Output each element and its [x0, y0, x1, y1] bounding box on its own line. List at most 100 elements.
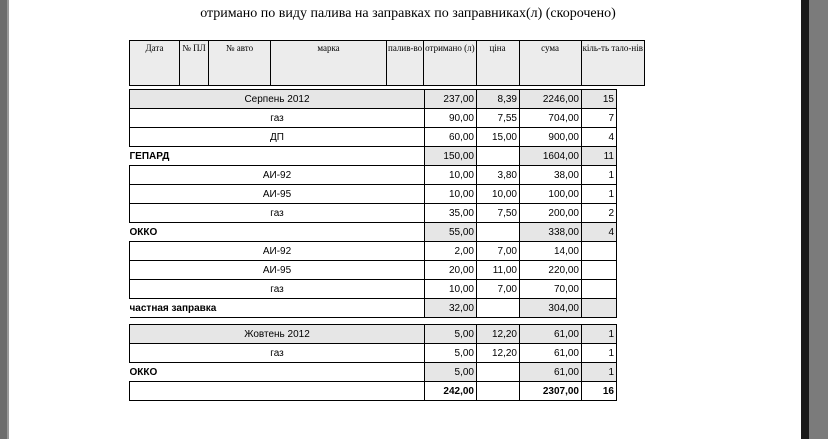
- qty-cell: 10,00: [424, 165, 477, 185]
- qty-cell: 55,00: [424, 222, 477, 242]
- price-cell: [476, 146, 520, 166]
- total-label-cell: [129, 381, 425, 401]
- group-october-table: Жовтень 2012 5,00 12,20 61,00 1 газ 5,00…: [129, 324, 617, 401]
- count-cell: 15: [581, 89, 617, 109]
- price-cell: 8,39: [476, 89, 520, 109]
- table-row: газ 90,00 7,55 704,00 7: [129, 108, 617, 128]
- table-row: Жовтень 2012 5,00 12,20 61,00 1: [129, 324, 617, 344]
- count-cell: 4: [581, 222, 617, 242]
- header-coupon-count: кіль-ть тало-нів: [580, 40, 646, 86]
- price-cell: 12,20: [476, 324, 520, 344]
- header-received: отримано (л): [423, 40, 477, 86]
- count-cell: 1: [581, 343, 617, 363]
- sum-cell: 100,00: [519, 184, 582, 204]
- price-cell: 11,00: [476, 260, 520, 280]
- table-row: АИ-92 2,00 7,00 14,00: [129, 241, 617, 261]
- count-cell: 4: [581, 127, 617, 147]
- station-label: ОККО: [129, 362, 425, 382]
- count-cell: [581, 241, 617, 261]
- count-cell: [581, 260, 617, 280]
- sum-cell: 61,00: [519, 343, 582, 363]
- group-august-table: Серпень 2012 237,00 8,39 2246,00 15 газ …: [129, 89, 617, 318]
- price-cell: 7,00: [476, 241, 520, 261]
- window-frame-left-inner: [7, 0, 9, 439]
- price-cell: 7,55: [476, 108, 520, 128]
- qty-cell: 237,00: [424, 89, 477, 109]
- window-frame-right: [801, 0, 809, 439]
- sum-cell: 14,00: [519, 241, 582, 261]
- price-cell: 7,00: [476, 279, 520, 299]
- qty-cell: 150,00: [424, 146, 477, 166]
- qty-cell: 5,00: [424, 343, 477, 363]
- total-price: [476, 381, 520, 401]
- column-header-table: Дата № ПЛ № авто марка палив-во отримано…: [129, 40, 646, 86]
- sum-cell: 304,00: [519, 298, 582, 318]
- fuel-label: АИ-92: [129, 165, 425, 185]
- total-count: 16: [581, 381, 617, 401]
- count-cell: 11: [581, 146, 617, 166]
- table-row: ОККО 55,00 338,00 4: [129, 222, 617, 242]
- price-cell: [476, 298, 520, 318]
- count-cell: 1: [581, 165, 617, 185]
- window-frame-left: [0, 0, 7, 439]
- fuel-label: АИ-95: [129, 184, 425, 204]
- header-date: Дата: [129, 40, 180, 86]
- header-sum: сума: [518, 40, 582, 86]
- qty-cell: 10,00: [424, 184, 477, 204]
- station-label: ОККО: [129, 222, 425, 242]
- table-row: газ 10,00 7,00 70,00: [129, 279, 617, 299]
- fuel-label: газ: [129, 203, 425, 223]
- header-pl-number: № ПЛ: [179, 40, 209, 86]
- qty-cell: 32,00: [424, 298, 477, 318]
- report-title: отримано по виду палива на заправках по …: [200, 6, 616, 21]
- price-cell: [476, 362, 520, 382]
- sum-cell: 61,00: [519, 362, 582, 382]
- table-row: ГЕПАРД 150,00 1604,00 11: [129, 146, 617, 166]
- qty-cell: 60,00: [424, 127, 477, 147]
- table-row: АИ-92 10,00 3,80 38,00 1: [129, 165, 617, 185]
- sum-cell: 338,00: [519, 222, 582, 242]
- table-row: ДП 60,00 15,00 900,00 4: [129, 127, 617, 147]
- header-brand: марка: [270, 40, 387, 86]
- table-row: АИ-95 20,00 11,00 220,00: [129, 260, 617, 280]
- fuel-label: газ: [129, 279, 425, 299]
- sum-cell: 1604,00: [519, 146, 582, 166]
- price-cell: 15,00: [476, 127, 520, 147]
- table-row: газ 5,00 12,20 61,00 1: [129, 343, 617, 363]
- sum-cell: 900,00: [519, 127, 582, 147]
- sum-cell: 70,00: [519, 279, 582, 299]
- total-qty: 242,00: [424, 381, 477, 401]
- sum-cell: 200,00: [519, 203, 582, 223]
- table-row: АИ-95 10,00 10,00 100,00 1: [129, 184, 617, 204]
- table-row: Серпень 2012 237,00 8,39 2246,00 15: [129, 89, 617, 109]
- period-label: Серпень 2012: [129, 89, 425, 109]
- count-cell: 1: [581, 324, 617, 344]
- total-sum: 2307,00: [519, 381, 582, 401]
- price-cell: 10,00: [476, 184, 520, 204]
- window-frame-right-outer: [809, 0, 828, 439]
- fuel-label: АИ-95: [129, 260, 425, 280]
- qty-cell: 10,00: [424, 279, 477, 299]
- qty-cell: 2,00: [424, 241, 477, 261]
- qty-cell: 90,00: [424, 108, 477, 128]
- table-row: частная заправка 32,00 304,00: [129, 298, 617, 318]
- qty-cell: 5,00: [424, 362, 477, 382]
- table-row: ОККО 5,00 61,00 1: [129, 362, 617, 382]
- fuel-label: АИ-92: [129, 241, 425, 261]
- total-row: 242,00 2307,00 16: [129, 381, 617, 401]
- station-label: ГЕПАРД: [129, 146, 425, 166]
- count-cell: 2: [581, 203, 617, 223]
- price-cell: 12,20: [476, 343, 520, 363]
- header-price: ціна: [475, 40, 520, 86]
- fuel-label: газ: [129, 343, 425, 363]
- sum-cell: 704,00: [519, 108, 582, 128]
- sum-cell: 61,00: [519, 324, 582, 344]
- station-label: частная заправка: [129, 298, 425, 318]
- sum-cell: 2246,00: [519, 89, 582, 109]
- sum-cell: 38,00: [519, 165, 582, 185]
- price-cell: 7,50: [476, 203, 520, 223]
- count-cell: 1: [581, 184, 617, 204]
- period-label: Жовтень 2012: [129, 324, 425, 344]
- table-row: газ 35,00 7,50 200,00 2: [129, 203, 617, 223]
- header-auto-number: № авто: [208, 40, 271, 86]
